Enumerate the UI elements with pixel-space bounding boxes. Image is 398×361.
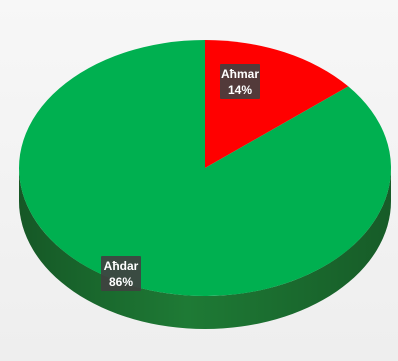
- data-label-layer: Aħmar 14% Aħdar 86%: [101, 64, 260, 291]
- data-label-category: Aħdar: [104, 259, 139, 273]
- data-label-value: 86%: [109, 275, 133, 289]
- data-label-box: [220, 64, 260, 99]
- pie-slice-a-dar: [18, 40, 391, 297]
- data-label-a-mar: Aħmar 14%: [220, 64, 260, 99]
- data-label-box: [101, 256, 141, 291]
- data-label-a-dar: Aħdar 86%: [101, 256, 141, 291]
- data-label-category: Aħmar: [221, 67, 259, 81]
- pie-top-layer: [18, 40, 391, 297]
- data-label-value: 14%: [228, 83, 252, 97]
